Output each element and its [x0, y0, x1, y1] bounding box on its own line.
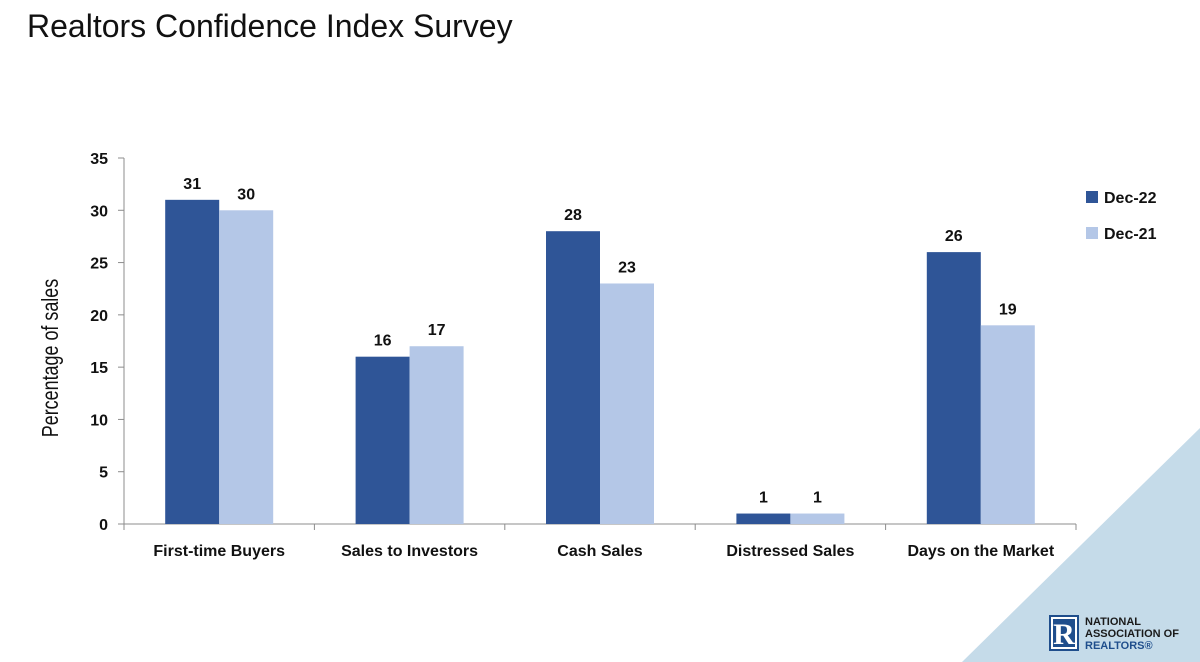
data-label: 31 [183, 176, 201, 193]
x-tick-label: Cash Sales [557, 543, 642, 560]
y-tick-label: 25 [90, 256, 108, 273]
y-tick-label: 35 [90, 151, 108, 168]
data-label: 16 [374, 333, 392, 350]
legend-swatch [1086, 227, 1098, 239]
data-label: 1 [759, 490, 768, 507]
x-tick-label: First-time Buyers [153, 543, 285, 560]
legend-label: Dec-21 [1104, 226, 1157, 243]
nar-logo: R NATIONAL ASSOCIATION OF REALTORS® [1049, 613, 1191, 653]
bar [409, 346, 464, 524]
bar [736, 513, 791, 524]
logo-line-2: ASSOCIATION OF [1085, 628, 1179, 640]
data-label: 17 [428, 322, 446, 339]
data-label: 30 [237, 186, 255, 203]
data-label: 23 [618, 259, 636, 276]
y-axis-title: Percentage of sales [38, 279, 64, 437]
bar [980, 325, 1035, 524]
bar [600, 283, 654, 524]
legend-swatch [1086, 191, 1098, 203]
x-tick-label: Distressed Sales [726, 543, 854, 560]
y-tick-label: 20 [90, 308, 108, 325]
bar [546, 231, 600, 524]
data-label: 1 [813, 490, 822, 507]
y-tick-label: 10 [90, 412, 108, 429]
data-label: 26 [945, 228, 963, 245]
corner-triangle-shape [962, 428, 1200, 662]
bar [219, 210, 274, 525]
bar [790, 513, 845, 524]
logo-text: NATIONAL ASSOCIATION OF REALTORS® [1085, 616, 1179, 652]
page-title: Realtors Confidence Index Survey [27, 8, 513, 44]
bar [355, 356, 410, 524]
realtor-r-icon: R [1049, 615, 1079, 651]
bar [926, 252, 981, 524]
data-label: 19 [999, 301, 1017, 318]
y-tick-label: 0 [99, 517, 108, 534]
bar [165, 199, 220, 525]
x-tick-label: Days on the Market [907, 543, 1054, 560]
logo-line-1: NATIONAL [1085, 616, 1142, 628]
x-tick-label: Sales to Investors [341, 543, 478, 560]
y-tick-label: 30 [90, 203, 108, 220]
logo-line-3: REALTORS® [1085, 640, 1153, 652]
data-label: 28 [564, 207, 582, 224]
legend-label: Dec-22 [1104, 190, 1157, 207]
y-tick-label: 15 [90, 360, 108, 377]
y-tick-label: 5 [99, 465, 108, 482]
